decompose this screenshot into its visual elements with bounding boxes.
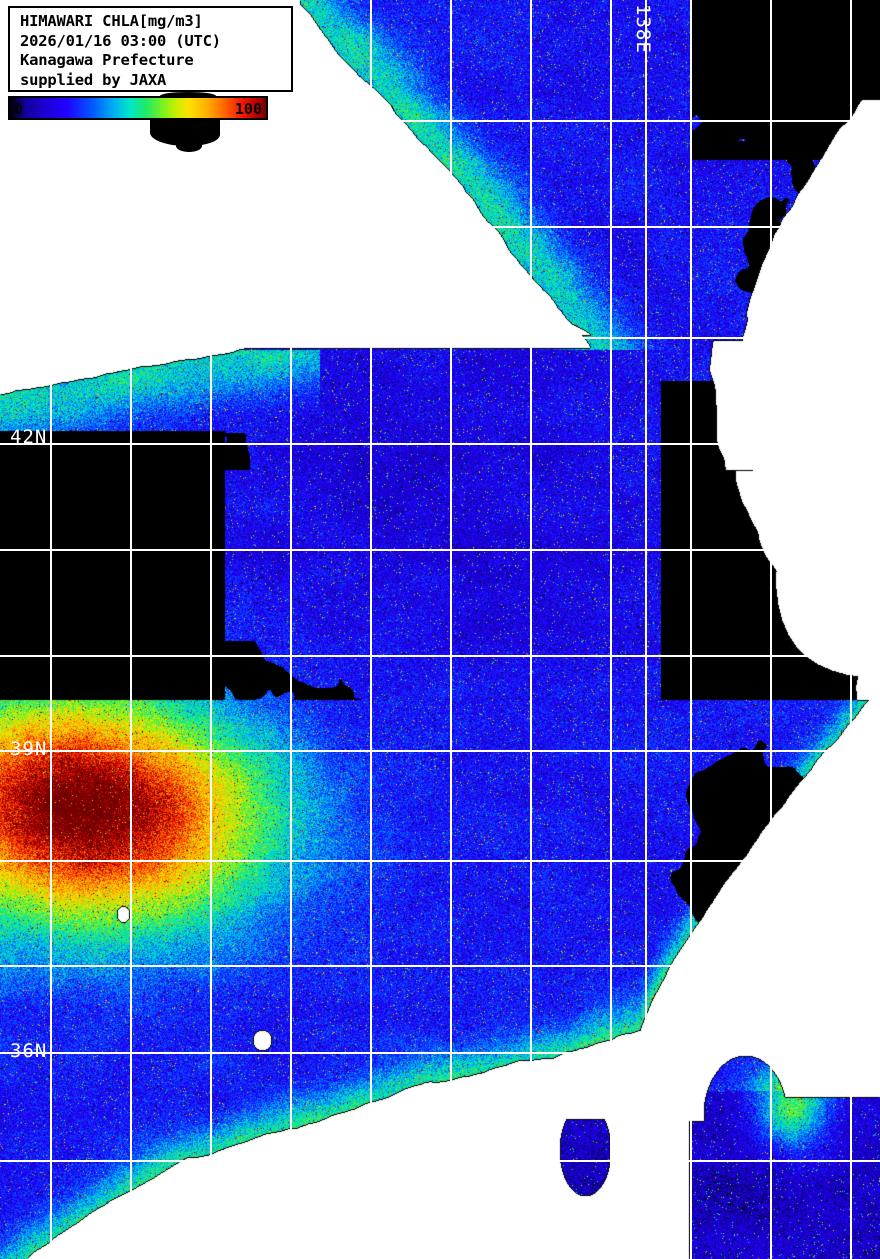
title-line-product: HIMAWARI CHLA[mg/m3] bbox=[20, 12, 203, 30]
latitude-label-42n: 42N bbox=[10, 426, 48, 448]
longitude-label-138e: 138E bbox=[632, 4, 654, 54]
colorbar-min-label: 0 bbox=[14, 100, 24, 118]
title-line-region: Kanagawa Prefecture bbox=[20, 51, 194, 69]
colorbar-gradient bbox=[10, 98, 266, 118]
land-mask-blob-lower-tail bbox=[176, 140, 202, 152]
colorbar: 0 100 bbox=[8, 96, 268, 120]
title-line-provider: supplied by JAXA bbox=[20, 70, 167, 89]
legend-title-box: HIMAWARI CHLA[mg/m3] 2026/01/16 03:00 (U… bbox=[8, 6, 293, 92]
latitude-label-36n: 36N bbox=[10, 1040, 48, 1062]
latitude-label-39n: 39N bbox=[10, 738, 48, 760]
title-line-timestamp: 2026/01/16 03:00 (UTC) bbox=[20, 31, 221, 50]
colorbar-max-label: 100 bbox=[234, 100, 262, 118]
